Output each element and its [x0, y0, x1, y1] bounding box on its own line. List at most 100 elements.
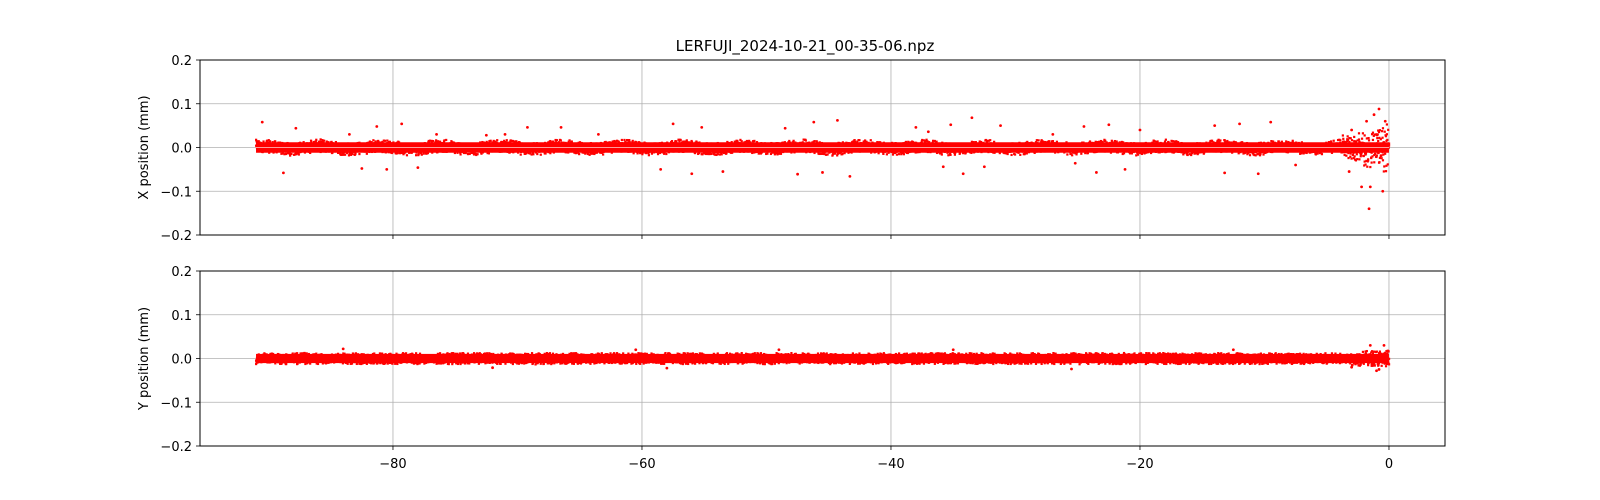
data-point	[551, 140, 555, 143]
data-point	[684, 140, 687, 143]
data-point	[500, 141, 504, 144]
data-point	[1254, 154, 1257, 157]
data-point	[438, 140, 442, 143]
data-point	[319, 138, 322, 141]
data-point	[1262, 153, 1265, 156]
data-point	[907, 140, 910, 143]
data-point	[1155, 140, 1158, 143]
data-point	[503, 139, 506, 142]
data-point	[766, 152, 769, 155]
data-point	[935, 140, 938, 143]
data-point	[417, 153, 420, 156]
data-point	[993, 151, 996, 154]
data-point	[891, 153, 895, 156]
data-point	[993, 140, 996, 143]
data-point	[476, 153, 479, 156]
data-point	[818, 152, 821, 156]
data-point	[922, 139, 926, 142]
data-point	[792, 140, 795, 144]
data-point	[1006, 152, 1009, 156]
data-point	[530, 153, 533, 156]
data-point	[568, 139, 571, 142]
data-point	[346, 151, 349, 155]
data-point	[466, 152, 470, 156]
data-point	[947, 154, 950, 157]
data-point	[733, 140, 736, 143]
data-point	[720, 153, 723, 156]
data-point	[1164, 138, 1167, 141]
data-point	[574, 151, 578, 155]
data-point	[286, 151, 290, 155]
data-point	[290, 152, 293, 156]
data-point	[1084, 152, 1087, 155]
data-point	[1190, 153, 1193, 157]
data-point	[342, 153, 345, 156]
data-point	[777, 152, 780, 155]
data-point	[268, 140, 272, 143]
data-point	[1316, 152, 1319, 155]
data-point	[255, 140, 258, 143]
data-point	[1163, 140, 1167, 143]
data-point	[309, 151, 312, 155]
data-point	[485, 140, 488, 143]
data-point	[853, 139, 856, 142]
data-point	[602, 153, 605, 156]
data-point	[620, 138, 623, 142]
data-point	[589, 152, 592, 155]
data-point	[926, 140, 929, 143]
data-point	[1050, 140, 1053, 143]
data-point	[395, 152, 398, 155]
data-point	[283, 153, 286, 156]
data-point	[1186, 153, 1189, 157]
data-point	[613, 139, 616, 143]
data-point	[1223, 139, 1226, 142]
data-point	[296, 152, 299, 155]
x-panel-points	[255, 107, 1391, 211]
data-point	[1139, 151, 1142, 155]
data-point	[1035, 139, 1038, 142]
data-point	[611, 140, 614, 143]
data-point	[986, 139, 989, 142]
data-point	[678, 140, 681, 143]
data-point	[1175, 140, 1178, 143]
data-point	[1258, 154, 1262, 157]
data-point	[1188, 153, 1191, 156]
data-point	[989, 139, 992, 142]
data-point	[1248, 154, 1252, 157]
data-point	[435, 139, 438, 142]
data-point	[813, 151, 816, 155]
data-point	[831, 154, 834, 157]
data-point	[281, 152, 284, 155]
data-point	[697, 151, 701, 155]
data-point	[588, 153, 591, 156]
data-point	[894, 151, 897, 155]
data-point	[539, 153, 542, 156]
data-point	[1047, 140, 1051, 143]
data-point	[690, 139, 693, 143]
data-point	[615, 139, 619, 142]
data-point	[1226, 139, 1229, 143]
data-point	[1263, 151, 1266, 154]
data-point	[826, 153, 829, 156]
data-point	[350, 153, 353, 156]
data-point	[1339, 139, 1342, 142]
data-point	[978, 140, 981, 143]
data-point	[567, 140, 570, 143]
data-point	[323, 139, 326, 142]
data-point	[1066, 153, 1069, 156]
data-point	[1099, 139, 1103, 143]
data-point	[895, 153, 899, 156]
data-point	[748, 139, 751, 142]
data-point	[776, 153, 779, 156]
data-point	[958, 152, 961, 155]
data-point	[315, 138, 318, 141]
data-point	[354, 152, 357, 155]
data-point	[751, 151, 754, 155]
data-point	[386, 139, 389, 142]
data-point	[475, 153, 478, 157]
data-point	[703, 152, 706, 155]
data-point	[1003, 152, 1006, 155]
data-point	[1302, 152, 1305, 155]
data-point	[1218, 141, 1221, 144]
